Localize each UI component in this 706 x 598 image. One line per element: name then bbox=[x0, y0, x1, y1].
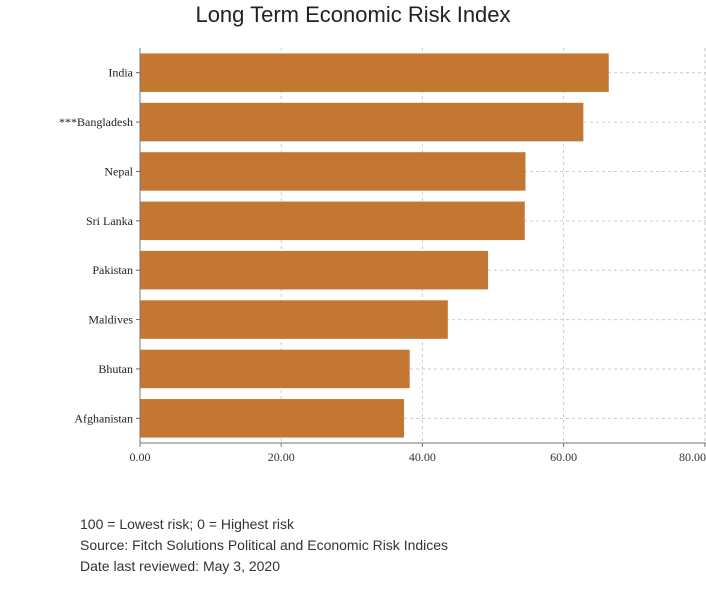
category-label: Maldives bbox=[88, 313, 133, 327]
category-label: ***Bangladesh bbox=[59, 115, 133, 129]
source-note: Source: Fitch Solutions Political and Ec… bbox=[80, 537, 449, 553]
category-label: India bbox=[108, 66, 133, 80]
review-date-note: Date last reviewed: May 3, 2020 bbox=[80, 558, 280, 574]
category-label: Afghanistan bbox=[74, 411, 133, 425]
bar-srilanka bbox=[140, 201, 525, 241]
chart-notes: 100 = Lowest risk; 0 = Highest risk Sour… bbox=[80, 514, 448, 577]
bar-maldives bbox=[140, 300, 448, 339]
scale-note: 100 = Lowest risk; 0 = Highest risk bbox=[80, 516, 294, 532]
axes: India ***Bangladesh Nepal Sri Lanka Pakistan… bbox=[59, 48, 706, 464]
category-label: Pakistan bbox=[92, 263, 133, 277]
x-tick-label: 60.00 bbox=[550, 450, 577, 464]
x-tick-label: 80.00 bbox=[679, 450, 706, 464]
x-tick-label: 20.00 bbox=[268, 450, 295, 464]
chart-title: Long Term Economic Risk Index bbox=[195, 2, 511, 27]
category-label: Bhutan bbox=[98, 362, 133, 376]
bar-afghanistan bbox=[140, 399, 405, 438]
bars bbox=[140, 53, 609, 438]
bar-pakistan bbox=[140, 250, 489, 290]
x-tick-label: 0.00 bbox=[130, 450, 151, 464]
category-label: Sri Lanka bbox=[86, 214, 134, 228]
bar-bangladesh bbox=[140, 102, 584, 142]
category-label: Nepal bbox=[104, 164, 133, 178]
x-tick-label: 40.00 bbox=[409, 450, 436, 464]
bar-nepal bbox=[140, 152, 526, 191]
bar-bhutan bbox=[140, 349, 410, 389]
bar-india bbox=[140, 53, 609, 92]
